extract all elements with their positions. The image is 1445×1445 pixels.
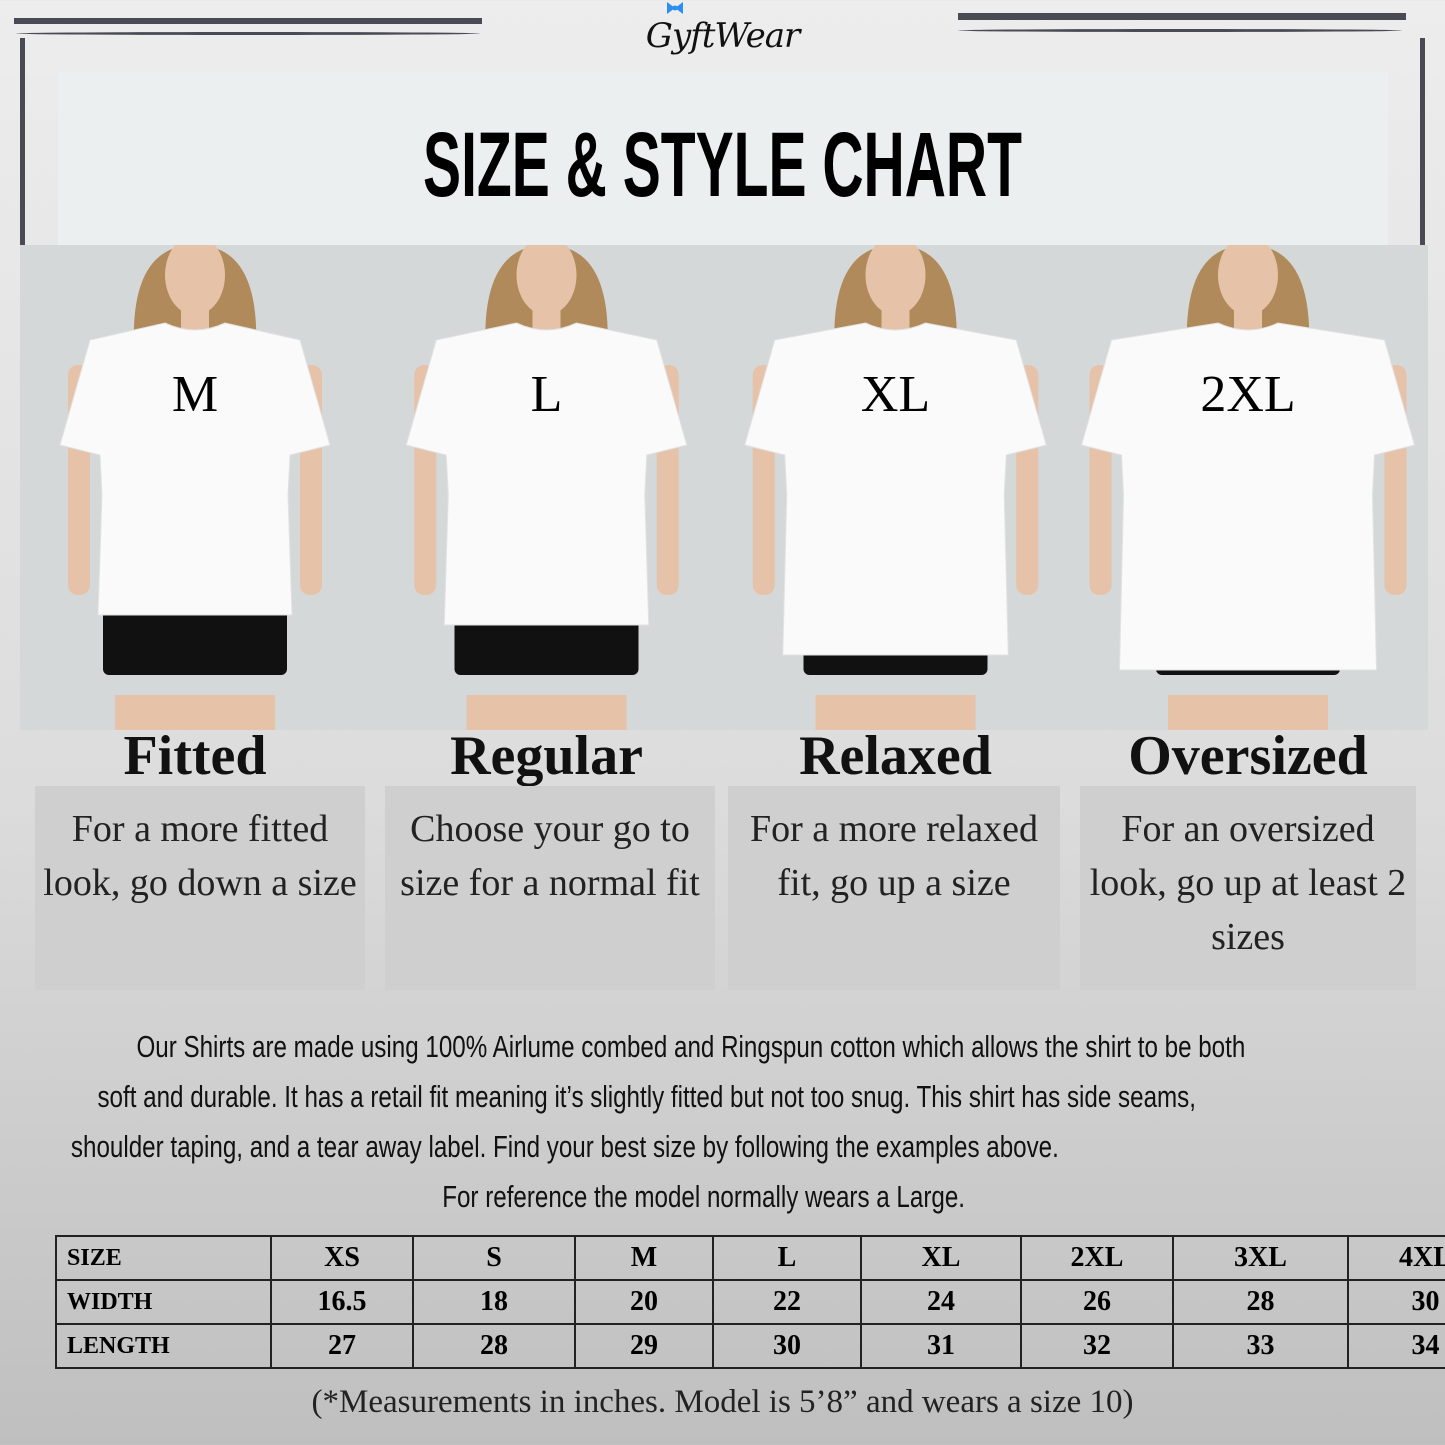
table-cell: 34 (1347, 1323, 1445, 1369)
table-cell: 29 (574, 1323, 714, 1369)
style-label: Relaxed (799, 725, 992, 787)
table-cell: 4XL (1347, 1235, 1445, 1281)
frame-bar (958, 13, 1406, 20)
style-label: Fitted (123, 725, 267, 787)
table-cell: S (412, 1235, 576, 1281)
table-cell: 26 (1020, 1279, 1174, 1325)
table-cell: 31 (860, 1323, 1022, 1369)
model-illustration (405, 245, 688, 730)
table-cell: XS (270, 1235, 414, 1281)
size-label: XL (860, 366, 931, 423)
table-row: WIDTH 16.5 18 20 22 24 26 28 30 (55, 1279, 1445, 1325)
brand-logo: GyftWear (0, 14, 1445, 58)
table-cell: 2XL (1020, 1235, 1174, 1281)
row-header: SIZE (55, 1235, 272, 1281)
table-cell: 3XL (1172, 1235, 1349, 1281)
row-header: WIDTH (55, 1279, 272, 1325)
fit-description: For an oversized look, go up at least 2 … (1080, 786, 1416, 990)
table-row: LENGTH 27 28 29 30 31 32 33 34 (55, 1323, 1445, 1369)
logo-text: GyftWear (645, 16, 800, 56)
model-illustration (744, 245, 1047, 730)
description-line: shoulder taping, and a tear away label. … (70, 1129, 1059, 1164)
size-label: M (171, 366, 219, 423)
model-photo-fitted: M (20, 245, 370, 730)
table-cell: 16.5 (270, 1279, 414, 1325)
table-cell: 24 (860, 1279, 1022, 1325)
size-label: L (530, 366, 563, 423)
page-title: SIZE & STYLE CHART (423, 114, 1022, 216)
frame-bar (958, 29, 1402, 32)
row-header: LENGTH (55, 1323, 272, 1369)
table-cell: 30 (1347, 1279, 1445, 1325)
table-cell: 28 (412, 1323, 576, 1369)
table-cell: L (712, 1235, 862, 1281)
product-description: Our Shirts are made using 100% Airlume c… (60, 1022, 1400, 1222)
footnote: (*Measurements in inches. Model is 5’8” … (311, 1384, 1134, 1420)
table-cell: 32 (1020, 1323, 1174, 1369)
table-cell: 20 (574, 1279, 714, 1325)
model-photo-relaxed: XL (723, 245, 1068, 730)
table-cell: 30 (712, 1323, 862, 1369)
fit-description: For a more relaxed fit, go up a size (728, 786, 1060, 990)
style-label: Regular (450, 725, 643, 787)
bow-icon (667, 2, 683, 14)
model-photo-oversized: 2XL (1068, 245, 1428, 730)
description-line: Our Shirts are made using 100% Airlume c… (136, 1029, 1246, 1064)
model-illustration (1080, 245, 1416, 730)
fit-description: For a more fitted look, go down a size (35, 786, 365, 990)
description-line: For reference the model normally wears a… (442, 1179, 966, 1214)
table-cell: 28 (1172, 1279, 1349, 1325)
size-label: 2XL (1200, 366, 1296, 423)
header-background (58, 72, 1388, 245)
fit-description: Choose your go to size for a normal fit (385, 786, 715, 990)
table-cell: 27 (270, 1323, 414, 1369)
table-cell: 33 (1172, 1323, 1349, 1369)
frame-bar (14, 18, 482, 24)
style-label: Oversized (1128, 725, 1368, 787)
size-table: SIZEXSSMLXL2XL3XL4XL WIDTH16.51820222426… (55, 1235, 1445, 1369)
description-line: soft and durable. It has a retail fit me… (97, 1079, 1196, 1114)
table-cell: M (574, 1235, 714, 1281)
model-illustration (59, 245, 331, 730)
frame-bar (16, 32, 480, 35)
table-header-row: SIZEXSSMLXL2XL3XL4XL (55, 1235, 1445, 1281)
model-photo-regular: L (370, 245, 723, 730)
table-cell: 22 (712, 1279, 862, 1325)
table-cell: 18 (412, 1279, 576, 1325)
table-cell: XL (860, 1235, 1022, 1281)
